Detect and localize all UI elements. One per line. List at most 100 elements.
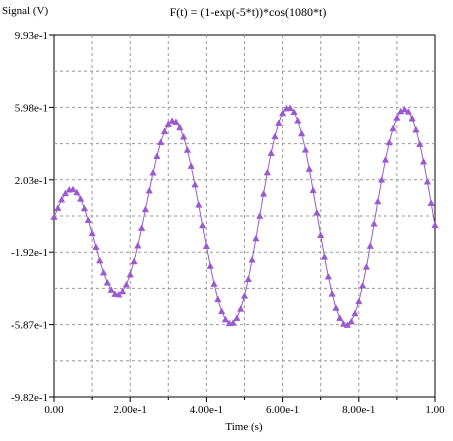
data-point-marker bbox=[275, 119, 283, 126]
data-point-marker bbox=[343, 321, 351, 328]
data-point-marker bbox=[61, 189, 70, 197]
x-tick-label: 6.00e-1 bbox=[266, 404, 299, 416]
data-point-marker bbox=[88, 229, 96, 237]
data-point-marker bbox=[141, 205, 150, 213]
data-point-marker bbox=[298, 129, 306, 137]
data-point-marker bbox=[206, 262, 214, 269]
data-point-marker bbox=[431, 221, 439, 229]
y-tick-label: 9.93e-1 bbox=[15, 30, 48, 42]
data-point-marker bbox=[145, 186, 153, 194]
data-point-marker bbox=[351, 309, 359, 317]
chart-title: F(t) = (1-exp(-5*t))*cos(1080*t) bbox=[170, 5, 327, 19]
data-point-marker bbox=[389, 124, 397, 132]
data-point-marker bbox=[278, 109, 287, 117]
data-point-marker bbox=[92, 243, 100, 250]
data-point-marker bbox=[378, 176, 386, 183]
data-point-marker bbox=[126, 270, 134, 278]
data-point-marker bbox=[168, 117, 176, 124]
data-point-marker bbox=[286, 104, 294, 111]
data-point-marker bbox=[408, 114, 416, 122]
data-point-marker bbox=[198, 221, 207, 229]
data-point-marker bbox=[214, 295, 222, 303]
data-point-marker bbox=[320, 253, 329, 260]
x-tick-label: 0.00 bbox=[44, 404, 64, 416]
data-point-marker bbox=[355, 297, 363, 305]
data-point-marker bbox=[385, 138, 393, 146]
data-point-marker bbox=[191, 180, 199, 188]
data-point-marker bbox=[252, 234, 260, 242]
data-point-marker bbox=[362, 263, 371, 270]
data-point-marker bbox=[381, 156, 390, 163]
data-point-marker bbox=[271, 132, 279, 140]
data-point-marker bbox=[374, 197, 382, 205]
data-point-marker bbox=[248, 255, 256, 263]
data-point-marker bbox=[80, 204, 89, 212]
data-point-marker bbox=[130, 257, 138, 265]
data-point-marker bbox=[73, 188, 81, 196]
data-point-marker bbox=[347, 317, 355, 325]
y-tick-label: -9.82e-1 bbox=[11, 392, 48, 404]
data-point-marker bbox=[50, 213, 58, 220]
data-point-marker bbox=[138, 224, 146, 231]
data-point-marker bbox=[339, 320, 348, 327]
data-point-marker bbox=[324, 272, 332, 280]
data-point-marker bbox=[69, 185, 77, 193]
data-point-marker bbox=[210, 280, 218, 287]
data-point-marker bbox=[221, 315, 230, 323]
series-group bbox=[50, 104, 439, 328]
data-point-marker bbox=[419, 157, 428, 165]
data-point-marker bbox=[358, 281, 367, 289]
data-point-marker bbox=[122, 280, 131, 288]
data-point-marker bbox=[187, 162, 195, 169]
grid-lines bbox=[54, 35, 435, 397]
data-point-marker bbox=[336, 314, 344, 321]
data-point-marker bbox=[107, 286, 115, 293]
data-point-marker bbox=[400, 105, 409, 113]
data-point-marker bbox=[237, 305, 245, 312]
data-point-marker bbox=[240, 292, 249, 299]
data-point-marker bbox=[370, 220, 378, 227]
data-point-marker bbox=[313, 208, 321, 216]
data-point-marker bbox=[172, 118, 180, 125]
data-point-marker bbox=[259, 190, 268, 197]
data-point-marker bbox=[118, 287, 127, 295]
y-tick-label: -5.87e-1 bbox=[11, 320, 48, 332]
data-point-marker bbox=[244, 275, 252, 282]
data-point-marker bbox=[317, 231, 325, 238]
data-point-marker bbox=[153, 152, 161, 160]
data-point-marker bbox=[84, 216, 92, 223]
data-point-marker bbox=[195, 201, 203, 208]
data-point-marker bbox=[176, 123, 184, 131]
data-point-marker bbox=[427, 199, 435, 206]
data-point-marker bbox=[54, 204, 62, 211]
data-point-marker bbox=[416, 140, 424, 147]
y-tick-label: -1.92e-1 bbox=[11, 247, 48, 259]
x-tick-label: 2.00e-1 bbox=[114, 404, 147, 416]
data-point-marker bbox=[183, 146, 191, 153]
data-point-marker bbox=[423, 177, 432, 185]
data-point-marker bbox=[202, 242, 211, 249]
data-point-marker bbox=[229, 319, 237, 326]
data-point-marker bbox=[218, 307, 226, 315]
data-point-marker bbox=[305, 165, 313, 172]
x-axis-label: Time (s) bbox=[225, 421, 263, 433]
data-point-marker bbox=[157, 138, 165, 146]
data-point-marker bbox=[332, 304, 340, 311]
data-point-marker bbox=[404, 108, 412, 115]
data-point-marker bbox=[256, 212, 264, 219]
x-tick-label: 1.00 bbox=[425, 404, 445, 416]
data-point-marker bbox=[77, 195, 85, 202]
data-point-marker bbox=[366, 242, 374, 249]
data-point-marker bbox=[134, 241, 142, 249]
axes: 0.00 2.00e-1 4.00e-1 6.00e-1 8.00e-1 1.00 9.93… bbox=[11, 30, 445, 416]
data-point-marker bbox=[328, 290, 336, 297]
data-point-marker bbox=[309, 186, 317, 194]
y-tick-label: 5.98e-1 bbox=[15, 102, 48, 114]
data-point-marker bbox=[57, 195, 66, 203]
data-point-marker bbox=[294, 117, 302, 124]
data-point-marker bbox=[301, 146, 310, 153]
x-tick-label: 8.00e-1 bbox=[342, 404, 375, 416]
data-point-marker bbox=[99, 268, 108, 276]
